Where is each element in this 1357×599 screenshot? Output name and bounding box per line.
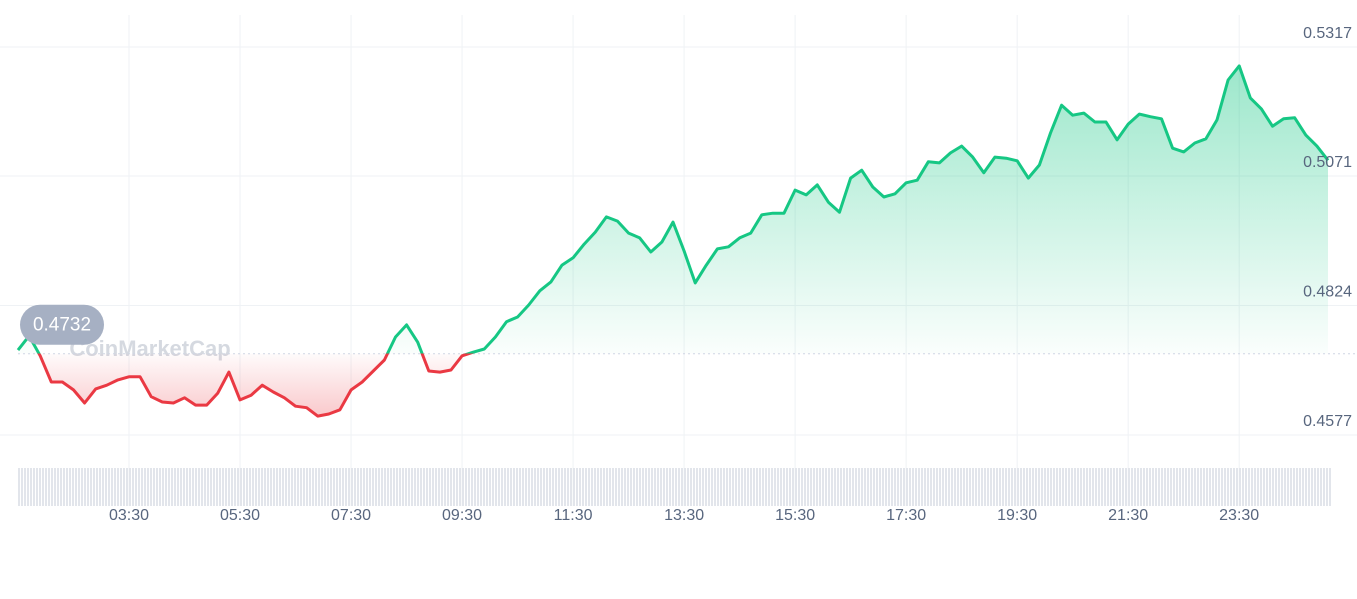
volume-bars	[18, 468, 1332, 506]
x-tick-label: 15:30	[775, 507, 815, 524]
x-tick-label: 05:30	[220, 507, 260, 524]
y-tick-label: 0.4824	[1303, 284, 1352, 301]
x-tick-label: 11:30	[554, 507, 593, 524]
x-tick-label: 09:30	[442, 507, 482, 524]
series: 0.4732	[16, 64, 1357, 418]
y-tick-label: 0.5071	[1303, 154, 1352, 171]
x-tick-label: 23:30	[1219, 507, 1259, 524]
reference-badge	[20, 304, 104, 345]
labels: 0.4577 0.4824 0.5071 0.5317 03:30 05:30 07:30 0…	[109, 25, 1352, 524]
area-fill	[18, 65, 1328, 417]
y-tick-label: 0.5317	[1303, 25, 1352, 42]
x-tick-label: 07:30	[331, 507, 371, 524]
x-tick-label: 19:30	[997, 507, 1037, 524]
x-tick-label: 21:30	[1108, 507, 1148, 524]
reference-label: 0.4732	[33, 315, 91, 336]
price-line	[16, 64, 1330, 418]
y-tick-label: 0.4577	[1303, 413, 1352, 430]
x-tick-label: 03:30	[109, 507, 149, 524]
x-tick-label: 17:30	[886, 507, 926, 524]
x-tick-label: 13:30	[664, 507, 704, 524]
